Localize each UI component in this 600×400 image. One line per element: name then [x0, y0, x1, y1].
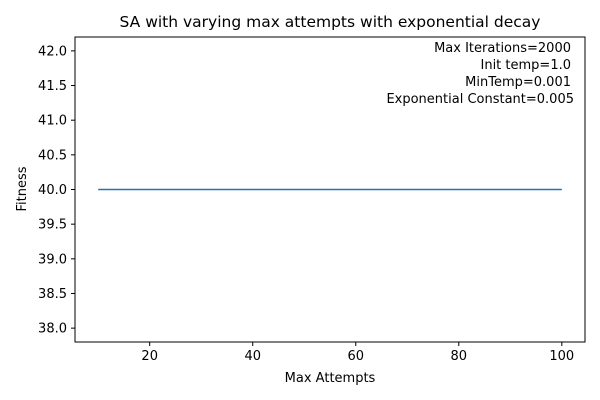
y-tick-label: 39.0 [38, 252, 67, 267]
annotation-min-temp: MinTemp=0.001 [465, 75, 571, 90]
annotation-init-temp: Init temp=1.0 [481, 58, 572, 73]
x-tick-label: 60 [347, 349, 364, 364]
x-tick-label: 80 [451, 349, 468, 364]
y-tick-label: 42.0 [38, 44, 67, 59]
x-axis-label: Max Attempts [285, 371, 376, 386]
annotation-exponential-constant: Exponential Constant=0.005 [386, 92, 574, 107]
y-tick-label: 40.5 [38, 148, 67, 163]
y-tick-label: 40.0 [38, 183, 67, 198]
y-tick-label: 38.5 [38, 287, 67, 302]
x-tick-label: 40 [244, 349, 261, 364]
x-tick-label: 100 [549, 349, 574, 364]
y-axis-label: Fitness [15, 166, 30, 211]
y-axis-ticks: 38.0 38.5 39.0 39.5 40.0 40.5 41.0 41.5 42.0 [38, 44, 75, 337]
x-tick-label: 20 [141, 349, 158, 364]
y-tick-label: 41.0 [38, 114, 67, 129]
x-axis-ticks: 20 40 60 80 100 [141, 342, 574, 364]
chart-title: SA with varying max attempts with expone… [120, 13, 541, 31]
annotation-max-iterations: Max Iterations=2000 [434, 41, 571, 56]
y-tick-label: 39.5 [38, 218, 67, 233]
y-tick-label: 38.0 [38, 322, 67, 337]
annotation-block: Max Iterations=2000 Init temp=1.0 MinTem… [386, 41, 574, 107]
y-tick-label: 41.5 [38, 79, 67, 94]
